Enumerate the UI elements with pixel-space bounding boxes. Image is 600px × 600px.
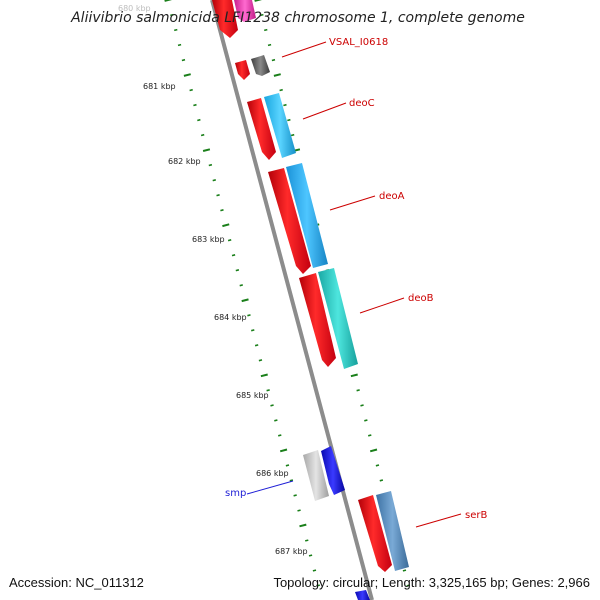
ruler-tick-left <box>260 373 268 378</box>
gene-label-serb[interactable]: serB <box>465 510 487 521</box>
ruler-tick-left <box>251 329 255 332</box>
ruler-tick-left <box>189 88 193 92</box>
accession-text: Accession: NC_011312 <box>9 575 144 590</box>
ruler-tick-left <box>293 494 297 497</box>
ruler-tick-left <box>177 43 182 47</box>
ruler-tick-right <box>406 584 410 587</box>
ruler-tick-left <box>270 404 274 407</box>
ruler-tick-right <box>360 404 364 407</box>
gene-smp[interactable] <box>303 446 345 501</box>
ruler-tick-right <box>364 419 368 422</box>
ruler-tick-left <box>297 509 301 512</box>
ruler-tick-left <box>254 344 259 347</box>
ruler-tick-right <box>287 118 291 122</box>
tick-label-687: 687 kbp <box>275 547 308 556</box>
gene-deoc[interactable] <box>247 93 296 160</box>
gene-deoa[interactable] <box>268 163 328 274</box>
gene-label-smp[interactable]: smp <box>225 488 246 499</box>
tick-label-partial: 680 kbp <box>118 4 151 13</box>
ruler-tick-left <box>312 569 317 572</box>
tick-label-686: 686 kbp <box>256 469 289 478</box>
ruler-tick-left <box>216 194 220 197</box>
ruler-tick-left <box>181 58 186 62</box>
ruler-tick-left <box>299 523 307 528</box>
ruler-tick-left <box>278 434 282 437</box>
ruler-tick-left <box>193 103 197 107</box>
ruler-tick-left <box>212 179 216 182</box>
ruler-tick-left <box>197 118 201 122</box>
gene-label-vsal[interactable]: VSAL_I0618 <box>329 37 388 48</box>
leader-deoc <box>302 102 347 120</box>
leader-deob <box>359 297 405 314</box>
tick-label-684: 684 kbp <box>214 313 247 322</box>
ruler-tick-right <box>369 448 378 453</box>
gene-deob[interactable] <box>299 268 358 369</box>
ruler-tick-left <box>241 298 249 303</box>
ruler-tick-right <box>273 73 281 77</box>
gene-label-deoc[interactable]: deoC <box>349 98 375 109</box>
ruler-tick-left <box>174 28 178 32</box>
ruler-tick-right <box>264 28 268 32</box>
leader-vsal <box>281 41 327 58</box>
ruler-tick-left <box>247 314 251 317</box>
tick-label-683: 683 kbp <box>192 235 225 244</box>
ruler-tick-right <box>254 0 262 2</box>
ruler-tick-right <box>260 13 264 17</box>
ruler-tick-left <box>231 254 236 257</box>
tick-label-681: 681 kbp <box>143 82 176 91</box>
tick-label-682: 682 kbp <box>168 157 201 166</box>
ruler-tick-left <box>208 163 213 167</box>
ruler-tick-right <box>279 88 283 92</box>
ruler-tick-right <box>290 133 295 137</box>
ruler-tick-left <box>239 284 243 287</box>
ruler-tick-left <box>200 133 205 137</box>
ruler-tick-left <box>316 584 320 587</box>
ruler-tick-right <box>271 58 276 62</box>
ruler-tick-left <box>258 359 263 362</box>
genome-summary-text: Topology: circular; Length: 3,325,165 bp… <box>273 575 590 590</box>
ruler-tick-right <box>356 389 360 392</box>
ruler-tick-left <box>222 223 230 228</box>
ruler-tick-left <box>220 209 224 212</box>
leader-deoa <box>329 195 376 211</box>
ruler-tick-left <box>227 239 232 242</box>
ruler-tick-right <box>283 103 287 107</box>
ruler-tick-left <box>202 148 211 152</box>
ruler-tick-left <box>164 0 172 2</box>
ruler-tick-left <box>279 448 288 453</box>
ruler-tick-right <box>368 434 372 437</box>
ruler-tick-left <box>235 269 240 272</box>
gene-serb[interactable] <box>358 491 409 572</box>
chromosome-backbone <box>210 0 374 600</box>
ruler-tick-right <box>402 569 407 572</box>
ruler-tick-left <box>170 13 174 17</box>
ruler-tick-right <box>379 479 384 482</box>
ruler-tick-left <box>289 479 294 482</box>
ruler-tick-left <box>305 539 309 542</box>
gene-top-partial[interactable] <box>212 0 256 38</box>
leader-smp <box>246 480 294 495</box>
ruler-tick-right <box>350 373 358 378</box>
map-title: Aliivibrio salmonicida LFI1238 chromosom… <box>70 10 525 26</box>
ruler-tick-left <box>274 419 278 422</box>
gene-vsal-i0618[interactable] <box>235 55 270 80</box>
ruler-tick-left <box>266 389 270 392</box>
ruler-tick-left <box>308 554 313 557</box>
gene-label-deob[interactable]: deoB <box>408 293 434 304</box>
gene-bottom-partial[interactable] <box>355 590 370 600</box>
leader-serb <box>415 513 462 528</box>
ruler-tick-right <box>267 43 272 47</box>
tick-label-685: 685 kbp <box>236 391 269 400</box>
ruler-tick-right <box>375 464 380 467</box>
gene-label-deoa[interactable]: deoA <box>379 191 405 202</box>
ruler-tick-left <box>183 73 191 77</box>
ruler-tick-left <box>285 464 290 467</box>
